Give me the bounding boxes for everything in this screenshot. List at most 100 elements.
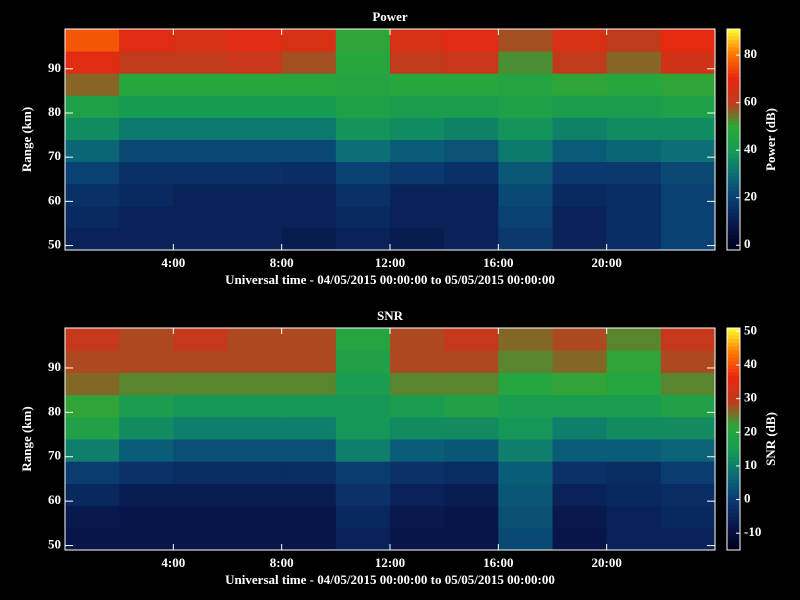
- colorbar-step: [727, 110, 740, 115]
- colorbar-step: [727, 36, 740, 41]
- heat-cell: [281, 461, 337, 484]
- heat-cell: [606, 205, 662, 229]
- colorbar-step: [727, 176, 740, 181]
- heat-cell: [119, 161, 174, 185]
- heat-cell: [606, 416, 662, 440]
- colorbar-tick-label: 0: [744, 236, 751, 251]
- heat-cell: [119, 372, 174, 396]
- colorbar-step: [727, 328, 740, 333]
- heat-cell: [227, 505, 283, 529]
- colorbar-step: [727, 220, 740, 225]
- colorbar-tick-label: 80: [744, 46, 757, 61]
- heat-cell: [281, 394, 337, 418]
- heat-cell: [390, 416, 445, 440]
- colorbar-step: [727, 350, 740, 355]
- x-tick-label: 4:00: [161, 555, 185, 570]
- heat-cell: [498, 328, 553, 351]
- heat-cell: [335, 372, 391, 396]
- heat-cell: [173, 205, 228, 229]
- x-axis-label: Universal time - 04/05/2015 00:00:00 to …: [225, 572, 555, 587]
- colorbar-step: [727, 216, 740, 222]
- heat-cell: [335, 51, 391, 74]
- heat-cell: [660, 95, 716, 118]
- colorbar-step: [727, 117, 740, 122]
- colorbar-tick-label: -10: [744, 524, 761, 539]
- x-tick-label: 20:00: [591, 255, 621, 270]
- colorbar-step: [727, 520, 740, 525]
- colorbar-step: [727, 439, 740, 444]
- heat-cell: [606, 161, 662, 185]
- heat-cell: [606, 51, 662, 74]
- y-axis-label: Range (km): [19, 406, 34, 471]
- heat-cell: [660, 227, 716, 251]
- heat-cell: [281, 328, 337, 351]
- heat-cell: [444, 73, 499, 96]
- heat-cell: [660, 139, 716, 163]
- heat-cell: [65, 505, 120, 529]
- heat-cell: [65, 161, 120, 185]
- heat-cell: [498, 505, 553, 529]
- heat-cell: [390, 95, 445, 118]
- heat-cell: [173, 505, 228, 529]
- heat-cell: [498, 350, 553, 373]
- colorbar-step: [727, 187, 740, 192]
- x-tick-label: 16:00: [483, 255, 513, 270]
- heat-cell: [335, 73, 391, 96]
- heat-cell: [390, 29, 445, 52]
- heat-cell: [281, 505, 337, 529]
- heat-cell: [498, 29, 553, 52]
- heat-cell: [281, 350, 337, 373]
- heat-cell: [173, 73, 228, 96]
- y-tick-label: 50: [48, 237, 61, 252]
- y-tick-label: 60: [48, 492, 61, 507]
- colorbar-step: [727, 409, 740, 414]
- heat-cell: [335, 505, 391, 529]
- heat-cell: [281, 95, 337, 118]
- heat-cell: [606, 29, 662, 52]
- heat-cell: [390, 139, 445, 163]
- heat-cell: [390, 505, 445, 529]
- heat-cell: [173, 117, 228, 140]
- heat-cell: [335, 350, 391, 373]
- heat-cell: [227, 439, 283, 462]
- colorbar-step: [727, 161, 740, 166]
- colorbar-step: [727, 494, 740, 499]
- colorbar-step: [727, 490, 740, 495]
- heat-cell: [119, 227, 174, 251]
- heat-cell: [498, 73, 553, 96]
- colorbar-step: [727, 168, 740, 174]
- heat-cell: [227, 139, 283, 163]
- heat-cell: [498, 139, 553, 163]
- heat-cell: [173, 416, 228, 440]
- colorbar-step: [727, 538, 740, 544]
- heat-cell: [498, 205, 553, 229]
- heat-cell: [173, 394, 228, 418]
- heat-cell: [444, 51, 499, 74]
- colorbar-step: [727, 464, 740, 470]
- colorbar-step: [727, 487, 740, 492]
- colorbar-step: [727, 235, 740, 240]
- heat-cell: [173, 527, 228, 551]
- colorbar-step: [727, 194, 740, 199]
- heat-cell: [173, 372, 228, 396]
- heat-cell: [552, 328, 608, 351]
- heat-cell: [552, 73, 608, 96]
- colorbar-step: [727, 453, 740, 458]
- colorbar-step: [727, 143, 740, 148]
- heat-cell: [660, 161, 716, 185]
- heat-cell: [606, 139, 662, 163]
- heat-cell: [498, 117, 553, 140]
- colorbar-step: [727, 209, 740, 214]
- heat-cell: [281, 227, 337, 251]
- heat-cell: [227, 205, 283, 229]
- colorbar-step: [727, 76, 740, 82]
- heat-cell: [606, 461, 662, 484]
- heat-cell: [173, 161, 228, 185]
- colorbar-step: [727, 413, 740, 418]
- heat-cell: [552, 350, 608, 373]
- heat-cell: [552, 394, 608, 418]
- heat-cell: [660, 73, 716, 96]
- colorbar-step: [727, 87, 740, 93]
- colorbar-step: [727, 150, 740, 155]
- heat-cell: [606, 483, 662, 507]
